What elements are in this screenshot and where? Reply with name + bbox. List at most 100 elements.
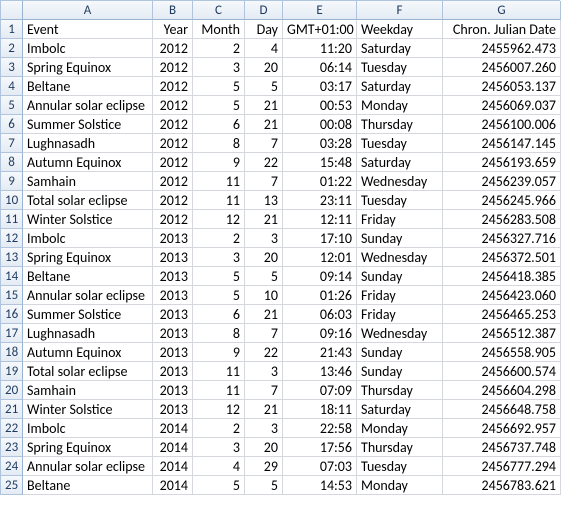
cell-E7[interactable]: 03:28: [283, 134, 357, 153]
cell-F15[interactable]: Friday: [357, 286, 443, 305]
cell-B16[interactable]: 2013: [153, 305, 193, 324]
cell-G23[interactable]: 2456737.748: [443, 438, 561, 457]
cell-A5[interactable]: Annular solar eclipse: [23, 96, 153, 115]
cell-D6[interactable]: 21: [245, 115, 283, 134]
cell-E15[interactable]: 01:26: [283, 286, 357, 305]
cell-B24[interactable]: 2014: [153, 457, 193, 476]
cell-G15[interactable]: 2456423.060: [443, 286, 561, 305]
cell-C18[interactable]: 9: [193, 343, 245, 362]
cell-D14[interactable]: 5: [245, 267, 283, 286]
cell-D7[interactable]: 7: [245, 134, 283, 153]
cell-F2[interactable]: Saturday: [357, 39, 443, 58]
cell-G11[interactable]: 2456283.508: [443, 210, 561, 229]
cell-F12[interactable]: Sunday: [357, 229, 443, 248]
cell-G22[interactable]: 2456692.957: [443, 419, 561, 438]
cell-B10[interactable]: 2012: [153, 191, 193, 210]
cell-E5[interactable]: 00:53: [283, 96, 357, 115]
cell-D5[interactable]: 21: [245, 96, 283, 115]
cell-B5[interactable]: 2012: [153, 96, 193, 115]
cell-D22[interactable]: 3: [245, 419, 283, 438]
cell-F24[interactable]: Tuesday: [357, 457, 443, 476]
cell-B22[interactable]: 2014: [153, 419, 193, 438]
cell-C9[interactable]: 11: [193, 172, 245, 191]
cell-F16[interactable]: Friday: [357, 305, 443, 324]
row-header-25[interactable]: 25: [1, 476, 23, 495]
row-header-8[interactable]: 8: [1, 153, 23, 172]
cell-B13[interactable]: 2013: [153, 248, 193, 267]
cell-A7[interactable]: Lughnasadh: [23, 134, 153, 153]
cell-D24[interactable]: 29: [245, 457, 283, 476]
cell-A6[interactable]: Summer Solstice: [23, 115, 153, 134]
cell-A14[interactable]: Beltane: [23, 267, 153, 286]
cell-E18[interactable]: 21:43: [283, 343, 357, 362]
cell-C6[interactable]: 6: [193, 115, 245, 134]
cell-G4[interactable]: 2456053.137: [443, 77, 561, 96]
cell-C22[interactable]: 2: [193, 419, 245, 438]
row-header-22[interactable]: 22: [1, 419, 23, 438]
cell-G20[interactable]: 2456604.298: [443, 381, 561, 400]
cell-A4[interactable]: Beltane: [23, 77, 153, 96]
cell-F22[interactable]: Monday: [357, 419, 443, 438]
cell-F5[interactable]: Monday: [357, 96, 443, 115]
cell-A20[interactable]: Samhain: [23, 381, 153, 400]
cell-F6[interactable]: Thursday: [357, 115, 443, 134]
cell-C17[interactable]: 8: [193, 324, 245, 343]
cell-G18[interactable]: 2456558.905: [443, 343, 561, 362]
cell-C2[interactable]: 2: [193, 39, 245, 58]
cell-D19[interactable]: 3: [245, 362, 283, 381]
cell-B7[interactable]: 2012: [153, 134, 193, 153]
cell-G12[interactable]: 2456327.716: [443, 229, 561, 248]
cell-F8[interactable]: Saturday: [357, 153, 443, 172]
cell-E3[interactable]: 06:14: [283, 58, 357, 77]
cell-A2[interactable]: Imbolc: [23, 39, 153, 58]
cell-G8[interactable]: 2456193.659: [443, 153, 561, 172]
cell-D12[interactable]: 3: [245, 229, 283, 248]
cell-F1[interactable]: Weekday: [357, 20, 443, 39]
row-header-1[interactable]: 1: [1, 20, 23, 39]
cell-C15[interactable]: 5: [193, 286, 245, 305]
cell-B3[interactable]: 2012: [153, 58, 193, 77]
cell-A24[interactable]: Annular solar eclipse: [23, 457, 153, 476]
cell-B2[interactable]: 2012: [153, 39, 193, 58]
select-all-corner[interactable]: [1, 1, 23, 20]
cell-E9[interactable]: 01:22: [283, 172, 357, 191]
cell-C4[interactable]: 5: [193, 77, 245, 96]
cell-D23[interactable]: 20: [245, 438, 283, 457]
cell-E14[interactable]: 09:14: [283, 267, 357, 286]
cell-C3[interactable]: 3: [193, 58, 245, 77]
row-header-2[interactable]: 2: [1, 39, 23, 58]
cell-F10[interactable]: Tuesday: [357, 191, 443, 210]
cell-B19[interactable]: 2013: [153, 362, 193, 381]
cell-C21[interactable]: 12: [193, 400, 245, 419]
cell-F23[interactable]: Thursday: [357, 438, 443, 457]
cell-D1[interactable]: Day: [245, 20, 283, 39]
cell-E23[interactable]: 17:56: [283, 438, 357, 457]
column-header-F[interactable]: F: [357, 1, 443, 20]
cell-F25[interactable]: Monday: [357, 476, 443, 495]
cell-A11[interactable]: Winter Solstice: [23, 210, 153, 229]
cell-F17[interactable]: Wednesday: [357, 324, 443, 343]
cell-C13[interactable]: 3: [193, 248, 245, 267]
cell-B8[interactable]: 2012: [153, 153, 193, 172]
cell-G3[interactable]: 2456007.260: [443, 58, 561, 77]
cell-B4[interactable]: 2012: [153, 77, 193, 96]
cell-E13[interactable]: 12:01: [283, 248, 357, 267]
cell-A13[interactable]: Spring Equinox: [23, 248, 153, 267]
cell-A10[interactable]: Total solar eclipse: [23, 191, 153, 210]
row-header-17[interactable]: 17: [1, 324, 23, 343]
cell-E19[interactable]: 13:46: [283, 362, 357, 381]
row-header-13[interactable]: 13: [1, 248, 23, 267]
cell-B20[interactable]: 2013: [153, 381, 193, 400]
row-header-3[interactable]: 3: [1, 58, 23, 77]
cell-G24[interactable]: 2456777.294: [443, 457, 561, 476]
row-header-5[interactable]: 5: [1, 96, 23, 115]
row-header-15[interactable]: 15: [1, 286, 23, 305]
cell-F21[interactable]: Saturday: [357, 400, 443, 419]
cell-C19[interactable]: 11: [193, 362, 245, 381]
cell-A15[interactable]: Annular solar eclipse: [23, 286, 153, 305]
cell-B6[interactable]: 2012: [153, 115, 193, 134]
cell-B21[interactable]: 2013: [153, 400, 193, 419]
cell-G13[interactable]: 2456372.501: [443, 248, 561, 267]
cell-E22[interactable]: 22:58: [283, 419, 357, 438]
cell-C25[interactable]: 5: [193, 476, 245, 495]
